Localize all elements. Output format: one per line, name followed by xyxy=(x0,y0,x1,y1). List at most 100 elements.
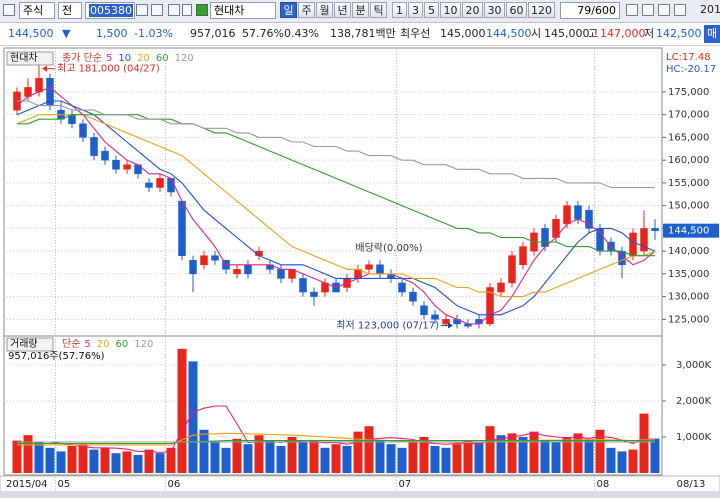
period-button[interactable]: 10 xyxy=(440,2,461,18)
code-dropdown[interactable] xyxy=(136,4,148,16)
tool-icon[interactable] xyxy=(626,4,638,16)
candle-body xyxy=(596,228,604,252)
volume-bar xyxy=(364,426,374,473)
volume-bar xyxy=(617,451,627,473)
x-tick-label: 07 xyxy=(399,479,412,490)
arrow-icon[interactable] xyxy=(182,4,192,16)
candle-body xyxy=(310,291,318,297)
candle-body xyxy=(519,246,527,266)
candle-body xyxy=(651,228,659,231)
menu-icon[interactable] xyxy=(3,4,15,16)
market-select[interactable]: 주식 xyxy=(19,2,55,19)
legend-box xyxy=(6,337,54,352)
volume-bar xyxy=(419,437,429,473)
y-tick-label: 1,000K xyxy=(676,432,712,443)
volume-bar xyxy=(342,446,352,473)
period-button[interactable]: 5 xyxy=(424,2,439,18)
last-price-label: 144,500 xyxy=(668,226,709,237)
legend-entry: 20 xyxy=(137,53,150,64)
period-button[interactable]: 년 xyxy=(334,2,351,18)
search-icon[interactable] xyxy=(151,4,163,16)
candle-body xyxy=(145,182,153,188)
period-button[interactable]: 3 xyxy=(408,2,423,18)
legend-label: 종가 단순 xyxy=(62,52,102,64)
code-input[interactable]: 005380 xyxy=(85,2,135,19)
candle-body xyxy=(376,264,384,275)
legend-entry: 20 xyxy=(97,339,110,350)
candle-body xyxy=(79,123,87,138)
candle-body xyxy=(156,178,164,188)
volume-bar xyxy=(133,455,143,473)
candle-body xyxy=(420,305,428,316)
volume-bar xyxy=(353,431,363,473)
period-button[interactable]: 120 xyxy=(528,2,555,18)
volume-bar xyxy=(650,438,660,473)
volume-bar xyxy=(221,447,231,473)
volume-bar xyxy=(122,451,132,473)
volume-bar xyxy=(485,426,495,473)
candle-body xyxy=(486,287,494,325)
volume-bar xyxy=(408,442,418,473)
scope-select[interactable]: 전 xyxy=(58,2,82,19)
volume-bar xyxy=(155,453,165,473)
candle-body xyxy=(398,282,406,293)
best-bid: 144,500 xyxy=(486,27,532,40)
legend-entry: 5 xyxy=(84,339,90,350)
legend-entry: 120 xyxy=(134,339,153,350)
amount: 138,781백만 xyxy=(330,27,396,40)
candle-body xyxy=(35,78,43,93)
period-button[interactable]: 틱 xyxy=(370,2,387,18)
price-panel xyxy=(3,47,663,337)
period-button[interactable]: 1 xyxy=(392,2,407,18)
period-button[interactable]: 30 xyxy=(484,2,505,18)
volume-bar xyxy=(254,435,264,473)
candle-body xyxy=(563,205,571,225)
volume-bar xyxy=(89,449,99,473)
y-tick-label: 160,000 xyxy=(668,155,709,166)
legend-label: 단순 xyxy=(62,338,80,350)
period-button[interactable]: 일 xyxy=(280,2,297,18)
volume-bar xyxy=(144,449,154,473)
x-tick-label: 08 xyxy=(597,479,610,490)
legend-entry: 10 xyxy=(118,53,131,64)
name-input[interactable]: 현대차 xyxy=(210,2,276,19)
volume-bar xyxy=(188,361,198,473)
candle-body xyxy=(211,255,219,261)
volume-bar xyxy=(496,435,506,473)
hc-label: HC:-20.17 xyxy=(666,64,716,75)
volume-bar xyxy=(463,440,473,473)
tool-icon[interactable] xyxy=(658,4,670,16)
last-price-tag xyxy=(663,223,719,238)
candle-body xyxy=(442,319,450,325)
sound-icon[interactable] xyxy=(168,4,180,16)
candle-body xyxy=(90,137,98,156)
candle-body xyxy=(123,164,131,170)
volume-bar xyxy=(320,447,330,473)
period-button[interactable]: 월 xyxy=(316,2,333,18)
legend-entry: 120 xyxy=(175,53,194,64)
volume: 957,016 xyxy=(190,27,236,40)
candle-body xyxy=(299,278,307,293)
volume-bar xyxy=(265,440,275,473)
trade-button[interactable]: 매 xyxy=(704,25,720,43)
low-arrow-head xyxy=(448,322,453,329)
x-end-label: 08/13 xyxy=(677,479,706,490)
candle-body xyxy=(178,200,186,256)
volume-bar xyxy=(23,435,33,473)
tool-icon[interactable] xyxy=(674,4,686,16)
candle-body xyxy=(629,232,637,256)
ma-line xyxy=(16,100,656,316)
period-button[interactable]: 60 xyxy=(506,2,527,18)
candle-body xyxy=(365,264,373,270)
count-box: 79/600 xyxy=(560,2,620,19)
price: 144,500 xyxy=(8,27,54,40)
period-button[interactable]: 분 xyxy=(352,2,369,18)
candle-body xyxy=(541,228,549,247)
tool-icon[interactable] xyxy=(642,4,654,16)
ma-line xyxy=(16,114,656,298)
change: 1,500 xyxy=(96,27,128,40)
toolbar: 주식 전 005380 현대차 79/600 201 일 주 월 년 분 틱 1 3 5 10 20… xyxy=(0,0,720,23)
period-button[interactable]: 주 xyxy=(298,2,315,18)
period-button[interactable]: 20 xyxy=(462,2,483,18)
